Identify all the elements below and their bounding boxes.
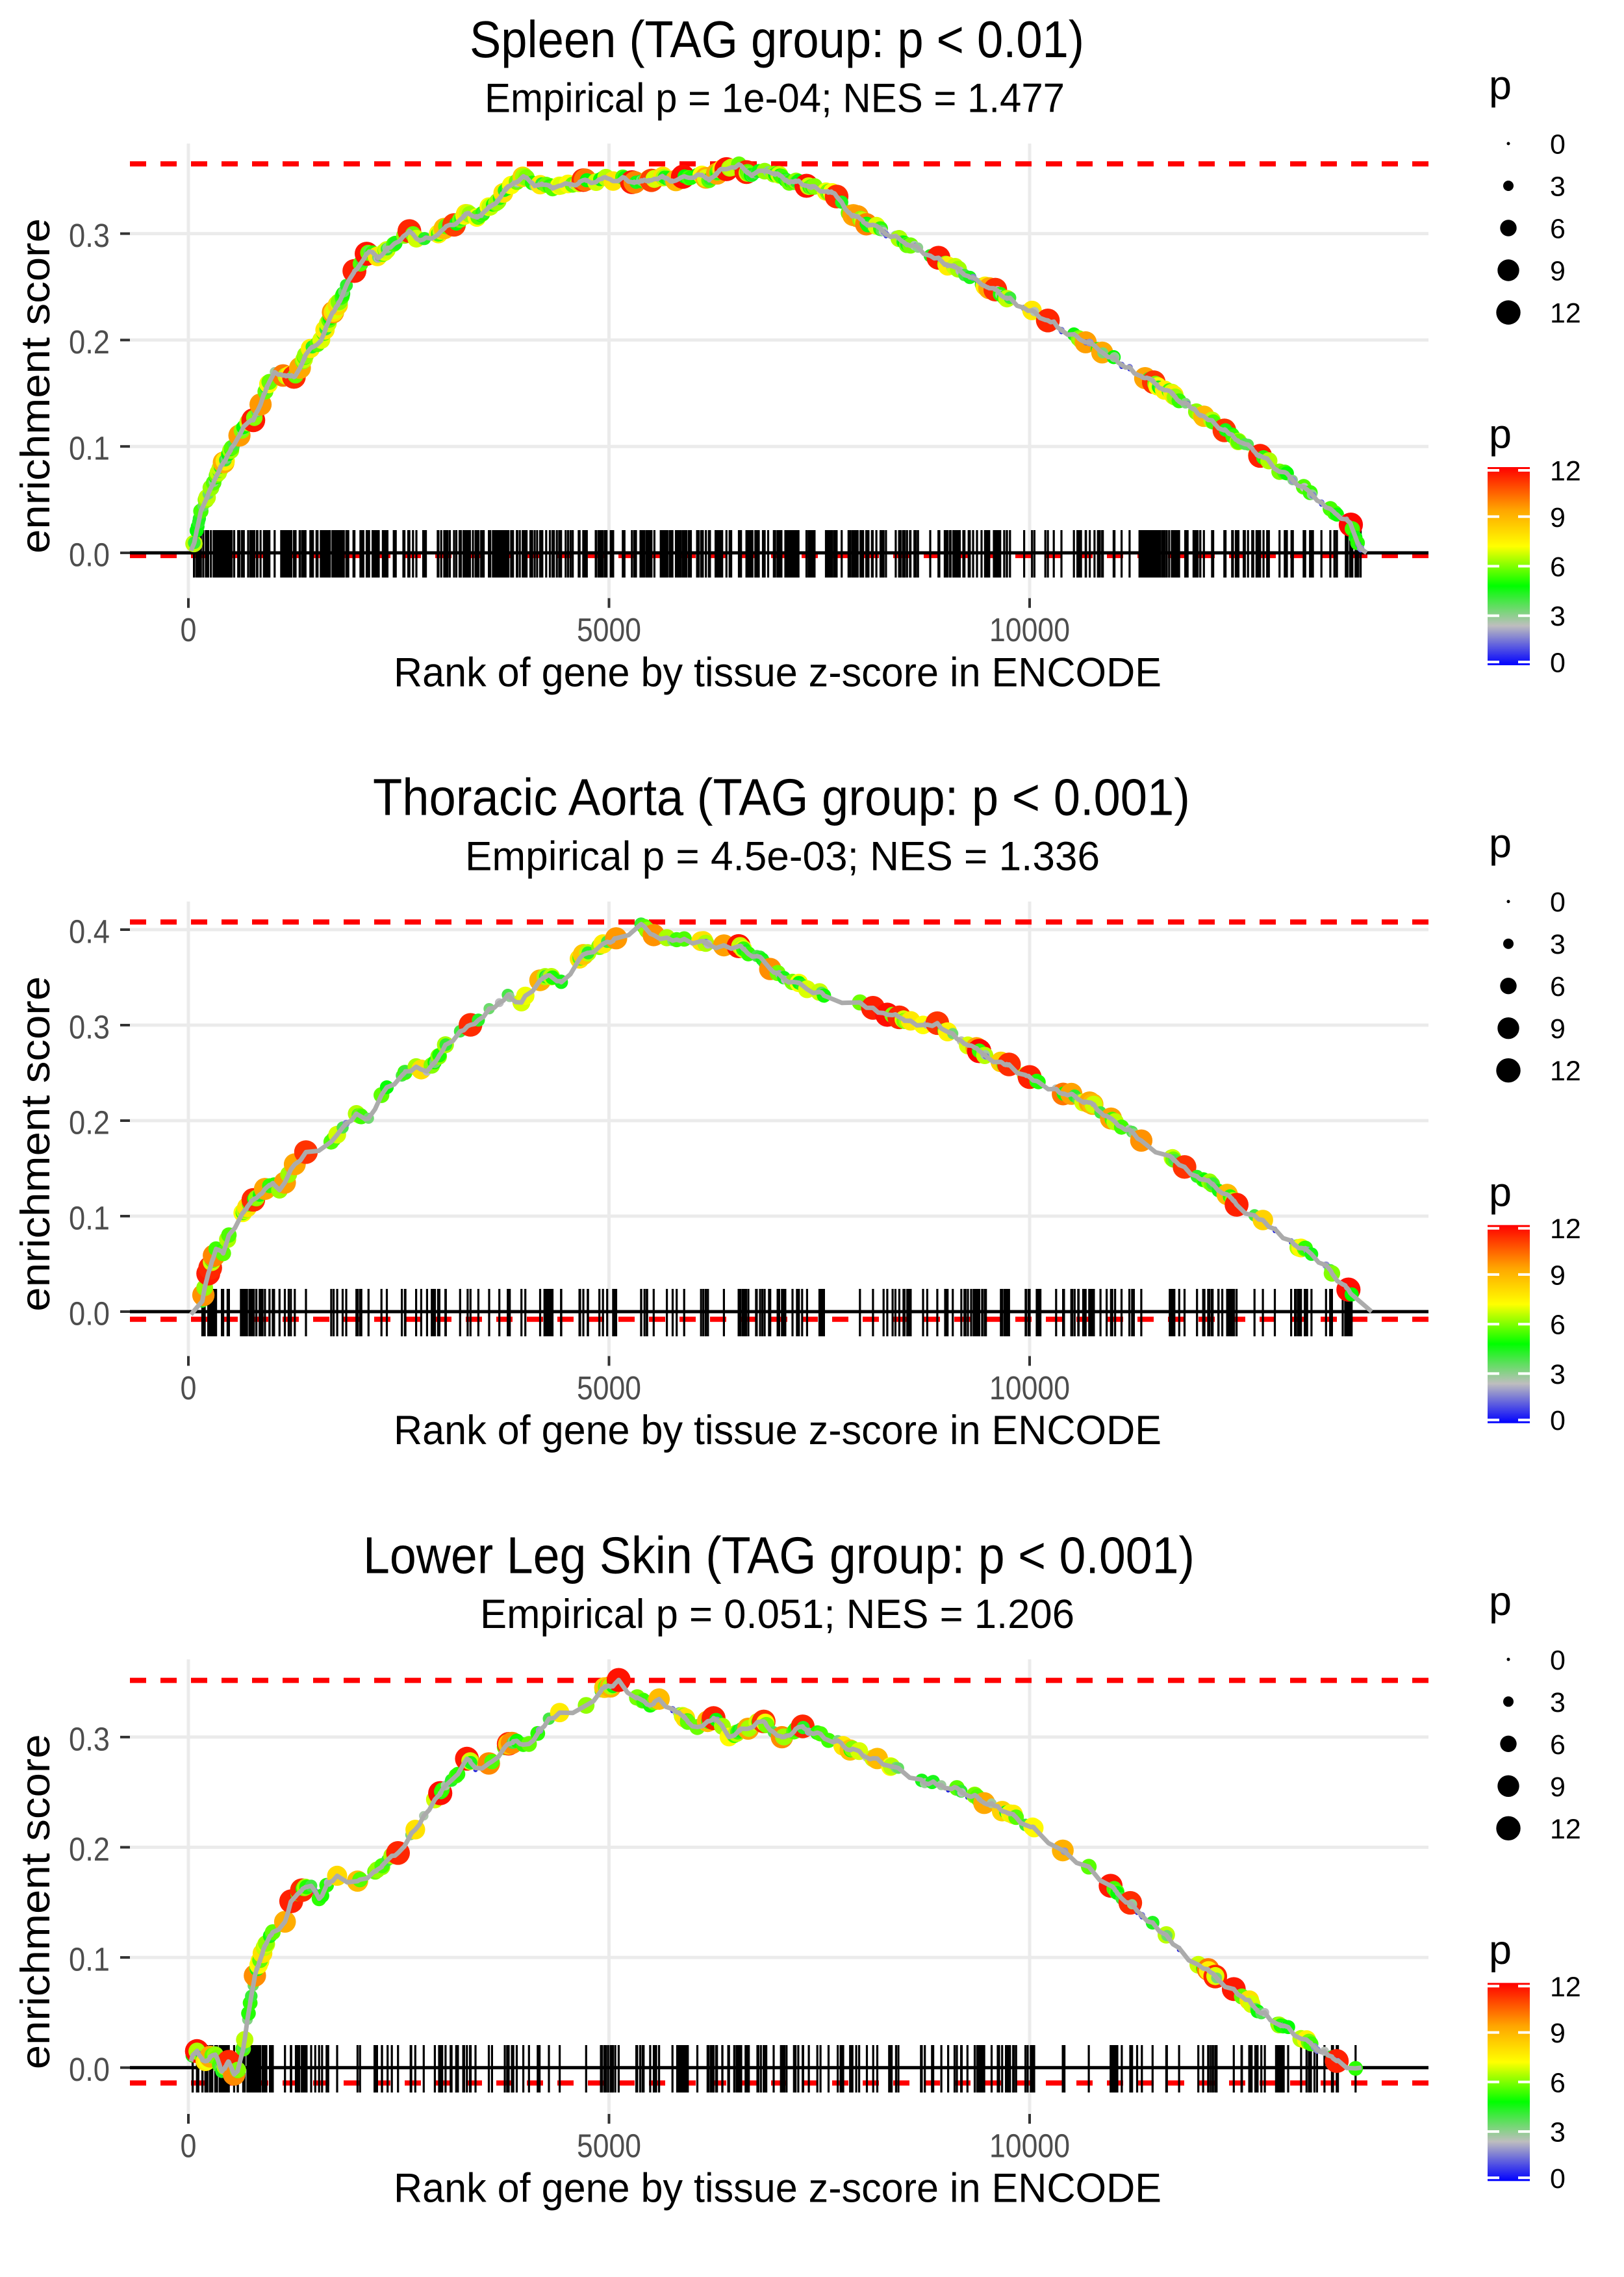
svg-text:p: p <box>1489 63 1512 108</box>
svg-text:0: 0 <box>181 1369 197 1406</box>
svg-text:0.0: 0.0 <box>69 1295 110 1332</box>
svg-text:10000: 10000 <box>989 1369 1070 1406</box>
svg-text:0.1: 0.1 <box>69 1941 110 1978</box>
svg-text:p: p <box>1489 1927 1512 1973</box>
svg-text:0.2: 0.2 <box>69 324 110 361</box>
svg-text:0: 0 <box>181 611 197 648</box>
svg-text:9: 9 <box>1550 502 1566 533</box>
svg-text:5000: 5000 <box>577 1369 641 1406</box>
svg-text:0: 0 <box>1550 648 1566 679</box>
svg-text:Rank of gene by tissue z-score: Rank of gene by tissue z-score in ENCODE <box>394 650 1161 695</box>
svg-text:Rank of gene by tissue z-score: Rank of gene by tissue z-score in ENCODE <box>394 2166 1161 2211</box>
svg-text:3: 3 <box>1550 1359 1566 1390</box>
svg-text:0: 0 <box>1550 887 1566 918</box>
svg-text:5000: 5000 <box>577 611 641 648</box>
svg-text:0: 0 <box>1550 1645 1566 1676</box>
svg-text:Empirical p = 1e-04; NES = 1.4: Empirical p = 1e-04; NES = 1.477 <box>485 76 1065 121</box>
svg-text:6: 6 <box>1550 1729 1566 1761</box>
svg-text:10000: 10000 <box>989 611 1070 648</box>
svg-text:6: 6 <box>1550 2067 1566 2098</box>
svg-text:0.2: 0.2 <box>69 1104 110 1141</box>
svg-text:6: 6 <box>1550 1310 1566 1341</box>
svg-text:0.0: 0.0 <box>69 537 110 574</box>
svg-text:p: p <box>1489 1579 1512 1624</box>
svg-text:12: 12 <box>1550 1056 1581 1087</box>
svg-text:12: 12 <box>1550 456 1581 487</box>
svg-text:Spleen (TAG group: p < 0.01): Spleen (TAG group: p < 0.01) <box>470 10 1084 68</box>
svg-text:6: 6 <box>1550 214 1566 245</box>
svg-text:12: 12 <box>1550 1214 1581 1245</box>
svg-text:Thoracic Aorta (TAG group: p <: Thoracic Aorta (TAG group: p < 0.001) <box>373 769 1190 826</box>
svg-text:12: 12 <box>1550 1814 1581 1845</box>
svg-text:9: 9 <box>1550 1013 1566 1045</box>
svg-text:p: p <box>1489 820 1512 866</box>
svg-text:12: 12 <box>1550 1972 1581 2003</box>
svg-text:0: 0 <box>1550 1405 1566 1436</box>
svg-text:3: 3 <box>1550 2117 1566 2148</box>
svg-text:0.4: 0.4 <box>69 913 110 950</box>
svg-text:0.3: 0.3 <box>69 1009 110 1046</box>
svg-text:9: 9 <box>1550 1772 1566 1803</box>
svg-text:5000: 5000 <box>577 2128 641 2165</box>
svg-text:0: 0 <box>181 2128 197 2165</box>
svg-text:enrichment score: enrichment score <box>13 218 58 553</box>
svg-text:3: 3 <box>1550 1687 1566 1718</box>
svg-text:p: p <box>1489 412 1512 457</box>
svg-text:3: 3 <box>1550 929 1566 960</box>
svg-text:12: 12 <box>1550 298 1581 329</box>
svg-text:Empirical p = 0.051; NES = 1.2: Empirical p = 0.051; NES = 1.206 <box>480 1592 1074 1637</box>
svg-text:3: 3 <box>1550 601 1566 632</box>
svg-text:0.3: 0.3 <box>69 217 110 254</box>
svg-text:9: 9 <box>1550 2018 1566 2049</box>
svg-text:3: 3 <box>1550 172 1566 203</box>
svg-text:Empirical p = 4.5e-03; NES = 1: Empirical p = 4.5e-03; NES = 1.336 <box>465 833 1100 879</box>
svg-text:0.1: 0.1 <box>69 430 110 467</box>
svg-text:6: 6 <box>1550 971 1566 1002</box>
svg-text:10000: 10000 <box>989 2128 1070 2165</box>
svg-text:0.1: 0.1 <box>69 1200 110 1237</box>
svg-text:0: 0 <box>1550 129 1566 160</box>
svg-text:Rank of gene by tissue z-score: Rank of gene by tissue z-score in ENCODE <box>394 1408 1161 1453</box>
svg-text:0.0: 0.0 <box>69 2051 110 2088</box>
svg-text:Lower Leg Skin (TAG group: p <: Lower Leg Skin (TAG group: p < 0.001) <box>363 1526 1195 1584</box>
svg-text:0.3: 0.3 <box>69 1720 110 1757</box>
svg-text:enrichment score: enrichment score <box>13 976 58 1312</box>
svg-text:6: 6 <box>1550 552 1566 583</box>
svg-text:0.2: 0.2 <box>69 1831 110 1868</box>
svg-text:enrichment score: enrichment score <box>13 1734 58 2069</box>
svg-text:9: 9 <box>1550 1260 1566 1291</box>
svg-text:p: p <box>1489 1169 1512 1215</box>
svg-text:0: 0 <box>1550 2163 1566 2194</box>
svg-text:9: 9 <box>1550 256 1566 287</box>
